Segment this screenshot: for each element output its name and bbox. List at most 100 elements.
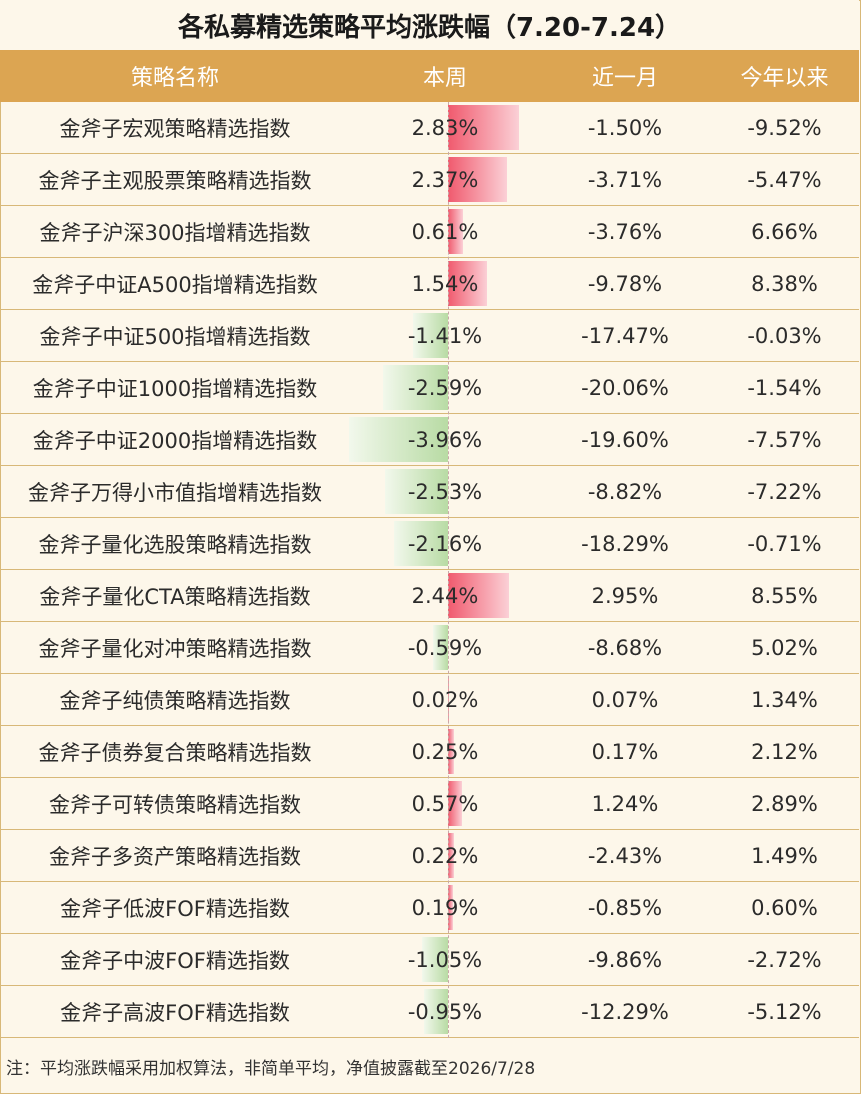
week-value: 0.02% — [411, 687, 479, 712]
ytd-value: 1.49% — [751, 843, 818, 868]
week-bar — [448, 885, 453, 930]
table-row: 金斧子主观股票策略精选指数 2.37% -3.71% -5.47% — [0, 154, 859, 206]
strategy-name: 金斧子中证1000指增精选指数 — [32, 376, 318, 401]
week-value: -0.95% — [407, 999, 483, 1024]
ytd-value: -5.12% — [747, 999, 822, 1024]
month-value: -9.86% — [587, 947, 663, 972]
week-cell: -2.59% — [350, 362, 540, 413]
week-zero-axis — [448, 102, 449, 1038]
table-row: 金斧子可转债策略精选指数 0.57% 1.24% 2.89% — [0, 778, 859, 830]
table-row: 金斧子低波FOF精选指数 0.19% -0.85% 0.60% — [0, 882, 859, 934]
week-cell: -0.95% — [350, 986, 540, 1037]
strategy-name: 金斧子可转债策略精选指数 — [49, 792, 301, 817]
strategy-name: 金斧子万得小市值指增精选指数 — [28, 480, 322, 505]
table-row: 金斧子中证A500指增精选指数 1.54% -9.78% 8.38% — [0, 258, 859, 310]
header-month: 近一月 — [591, 66, 658, 91]
ytd-value: 6.66% — [751, 219, 818, 244]
week-value: 0.25% — [411, 739, 479, 764]
week-cell: -1.41% — [350, 310, 540, 361]
month-value: -3.76% — [587, 219, 663, 244]
table-row: 金斧子宏观策略精选指数 2.83% -1.50% -9.52% — [0, 102, 859, 154]
ytd-value: 1.34% — [751, 687, 818, 712]
table-header: 策略名称 本周 近一月 今年以来 — [0, 50, 859, 102]
strategy-name: 金斧子中证2000指增精选指数 — [32, 428, 318, 453]
week-bar — [384, 469, 448, 514]
week-cell: 2.37% — [350, 154, 540, 205]
ytd-value: 0.60% — [751, 895, 818, 920]
table-row: 金斧子高波FOF精选指数 -0.95% -12.29% -5.12% — [0, 986, 859, 1038]
table-row: 金斧子量化CTA策略精选指数 2.44% 2.95% 8.55% — [0, 570, 859, 622]
month-value: -8.82% — [587, 479, 663, 504]
table-row: 金斧子中证1000指增精选指数 -2.59% -20.06% -1.54% — [0, 362, 859, 414]
ytd-value: -7.57% — [747, 427, 822, 452]
table-row: 金斧子纯债策略精选指数 0.02% 0.07% 1.34% — [0, 674, 859, 726]
table-row: 金斧子中证2000指增精选指数 -3.96% -19.60% -7.57% — [0, 414, 859, 466]
week-cell: 2.44% — [350, 570, 540, 621]
week-value: -2.53% — [407, 479, 483, 504]
week-cell: 0.02% — [350, 674, 540, 725]
strategy-name: 金斧子主观股票策略精选指数 — [38, 168, 312, 193]
ytd-value: 8.55% — [751, 583, 818, 608]
header-week: 本周 — [422, 66, 467, 91]
table-row: 金斧子量化对冲策略精选指数 -0.59% -8.68% 5.02% — [0, 622, 859, 674]
week-cell: -0.59% — [350, 622, 540, 673]
ytd-value: 2.89% — [751, 791, 818, 816]
ytd-value: 5.02% — [751, 635, 818, 660]
strategy-name: 金斧子低波FOF精选指数 — [60, 896, 290, 921]
table-body: 金斧子宏观策略精选指数 2.83% -1.50% -9.52% 金斧子主观股票策略精选指… — [0, 102, 859, 1038]
week-value: 2.83% — [411, 115, 479, 140]
strategy-name: 金斧子中波FOF精选指数 — [60, 948, 290, 973]
strategy-name: 金斧子宏观策略精选指数 — [59, 116, 291, 141]
week-value: -0.59% — [407, 635, 483, 660]
ytd-value: -0.71% — [747, 531, 822, 556]
strategy-name: 金斧子量化CTA策略精选指数 — [39, 584, 311, 609]
month-value: -17.47% — [581, 323, 669, 348]
ytd-value: -0.03% — [747, 323, 822, 348]
week-value: 0.57% — [411, 791, 479, 816]
month-value: -8.68% — [587, 635, 663, 660]
ytd-value: -5.47% — [747, 167, 822, 192]
month-value: -18.29% — [581, 531, 669, 556]
week-bar — [448, 105, 519, 150]
strategy-name: 金斧子量化选股策略精选指数 — [38, 532, 312, 557]
page-title: 各私募精选策略平均涨跌幅（7.20-7.24） — [0, 0, 859, 50]
strategy-name: 金斧子沪深300指增精选指数 — [39, 220, 311, 245]
week-value: 2.44% — [411, 583, 479, 608]
month-value: -9.78% — [587, 271, 663, 296]
month-value: -2.43% — [587, 843, 663, 868]
ytd-value: -2.72% — [747, 947, 822, 972]
week-cell: -3.96% — [349, 414, 540, 465]
week-value: -2.59% — [407, 375, 483, 400]
month-value: 0.17% — [591, 739, 659, 764]
week-value: -2.16% — [407, 531, 483, 556]
month-value: -20.06% — [581, 375, 669, 400]
week-value: 1.54% — [411, 271, 479, 296]
week-cell: 0.25% — [350, 726, 540, 777]
table-row: 金斧子中证500指增精选指数 -1.41% -17.47% -0.03% — [0, 310, 859, 362]
ytd-value: 2.12% — [751, 739, 818, 764]
week-value: -1.05% — [407, 947, 483, 972]
month-value: 2.95% — [591, 583, 659, 608]
week-bar — [448, 781, 463, 826]
month-value: -1.50% — [587, 115, 663, 140]
ytd-value: -1.54% — [747, 375, 822, 400]
week-value: -3.96% — [407, 427, 483, 452]
table-row: 金斧子沪深300指增精选指数 0.61% -3.76% 6.66% — [0, 206, 859, 258]
week-cell: 0.22% — [350, 830, 540, 881]
table-row: 金斧子中波FOF精选指数 -1.05% -9.86% -2.72% — [0, 934, 859, 986]
strategy-name: 金斧子高波FOF精选指数 — [60, 1000, 290, 1025]
week-bar — [433, 625, 448, 670]
week-bar — [424, 989, 448, 1034]
strategy-name: 金斧子量化对冲策略精选指数 — [38, 636, 312, 661]
ytd-value: 8.38% — [751, 271, 818, 296]
month-value: -19.60% — [581, 427, 669, 452]
week-cell: -1.05% — [350, 934, 540, 985]
strategy-name: 金斧子中证500指增精选指数 — [39, 324, 311, 349]
week-cell: 0.19% — [350, 882, 540, 933]
strategy-name: 金斧子多资产策略精选指数 — [49, 844, 301, 869]
week-bar — [349, 417, 448, 462]
week-cell: 0.61% — [350, 206, 540, 257]
week-value: -1.41% — [407, 323, 483, 348]
week-bar — [394, 521, 448, 566]
week-cell: -2.16% — [350, 518, 540, 569]
